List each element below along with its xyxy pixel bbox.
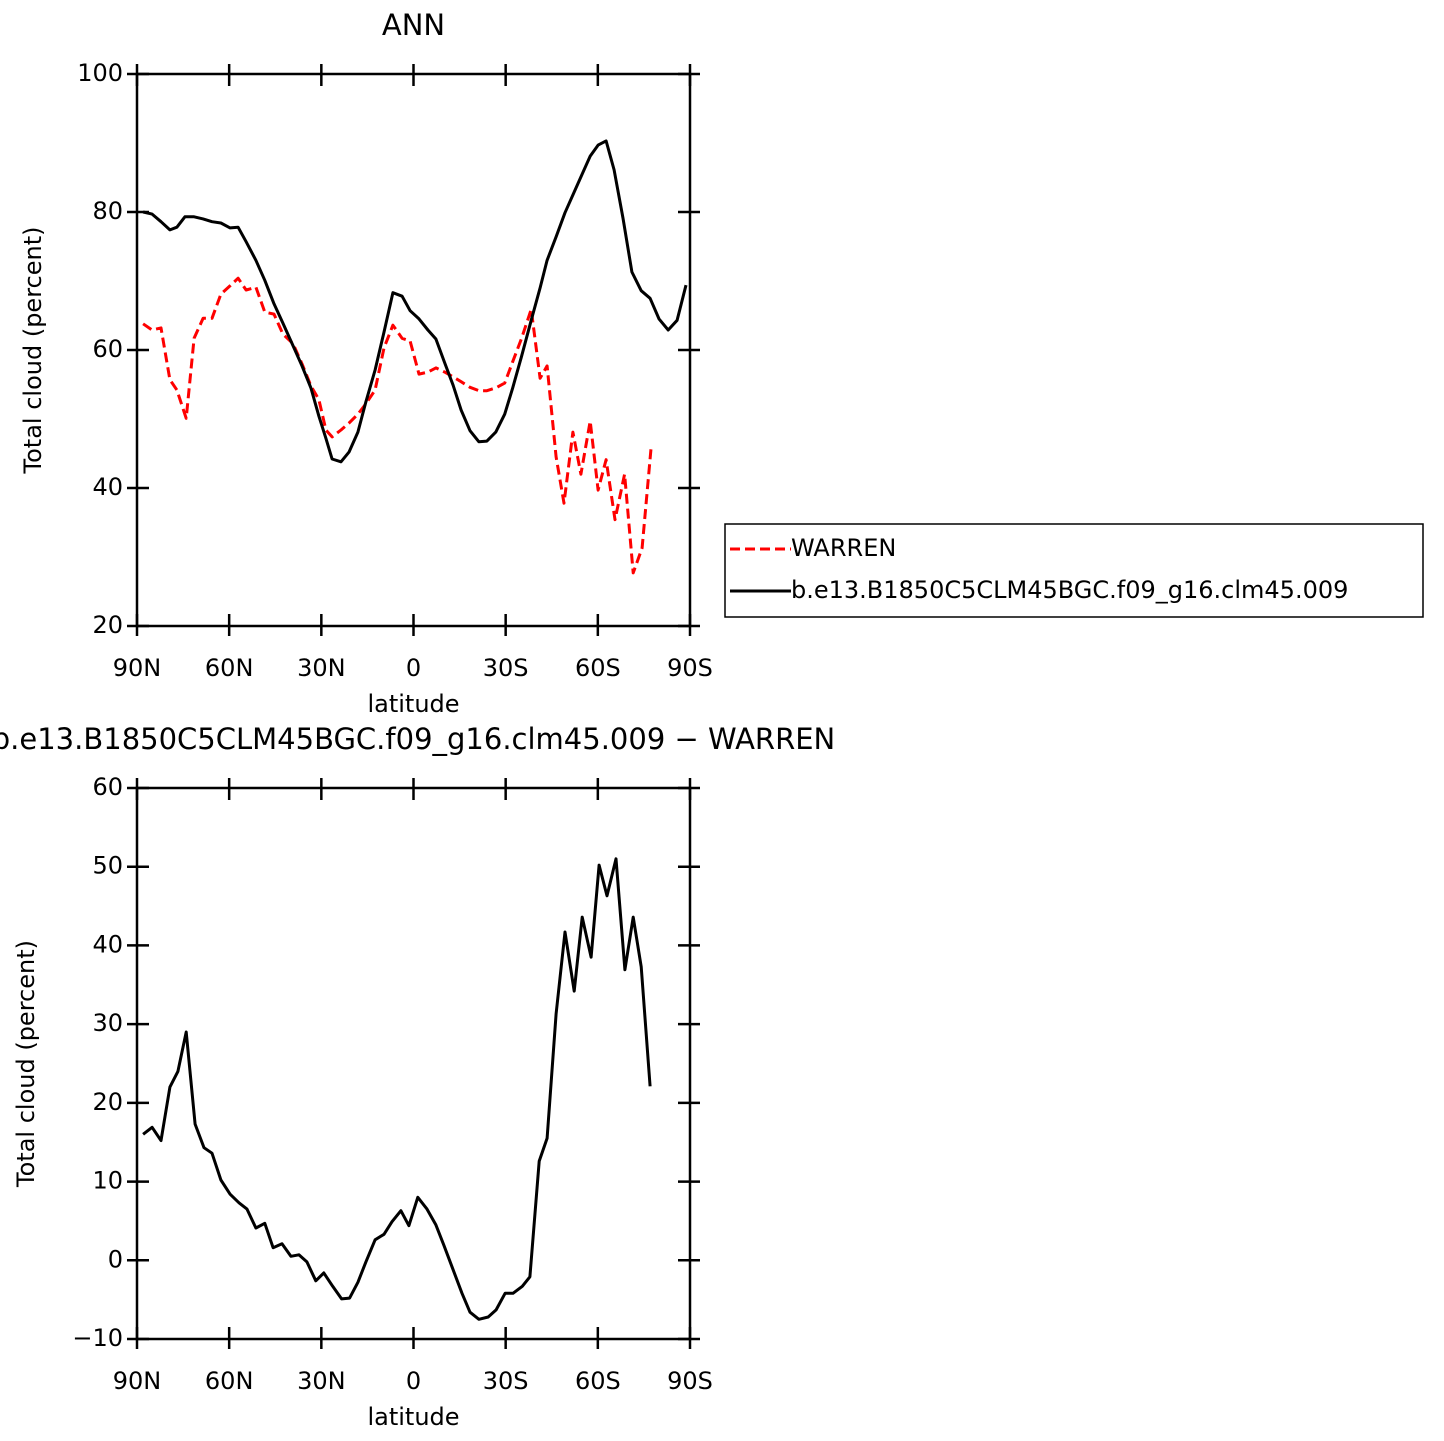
legend-box <box>724 523 1424 618</box>
x-tick-label: 60N <box>205 654 254 682</box>
chart-title: ANN <box>382 8 445 42</box>
y-axis-label: Total cloud (percent) <box>12 940 40 1188</box>
plot-frame <box>135 786 692 1341</box>
x-tick-label: 30N <box>297 654 346 682</box>
x-tick-label: 0 <box>406 654 421 682</box>
x-tick-label: 90S <box>667 1367 713 1395</box>
data-line <box>142 857 652 1321</box>
x-axis-label: latitude <box>367 1403 459 1431</box>
x-tick-label: 60N <box>205 1367 254 1395</box>
y-tick-label: 40 <box>92 473 123 501</box>
y-tick-label: 20 <box>92 611 123 639</box>
x-tick-label: 0 <box>406 1367 421 1395</box>
y-axis-label: Total cloud (percent) <box>19 227 47 475</box>
y-tick-label: 20 <box>92 1088 123 1116</box>
legend-label: WARREN <box>791 534 896 562</box>
x-tick-label: 30N <box>297 1367 346 1395</box>
data-line <box>142 139 688 464</box>
plot-frame <box>135 72 692 628</box>
y-tick-label: 60 <box>92 335 123 363</box>
y-tick-label: 30 <box>92 1009 123 1037</box>
y-tick-label: 10 <box>92 1167 123 1195</box>
x-tick-label: 90N <box>113 1367 162 1395</box>
legend-label: b.e13.B1850C5CLM45BGC.f09_g16.clm45.009 <box>791 576 1348 604</box>
x-tick-label: 60S <box>575 654 621 682</box>
x-tick-label: 30S <box>483 654 529 682</box>
data-line <box>142 276 653 575</box>
x-tick-label: 90N <box>113 654 162 682</box>
y-tick-label: 40 <box>92 930 123 958</box>
y-tick-label: 80 <box>92 197 123 225</box>
y-tick-label: 100 <box>77 59 123 87</box>
x-tick-label: 60S <box>575 1367 621 1395</box>
x-axis-label: latitude <box>367 690 459 718</box>
y-tick-label: 50 <box>92 852 123 880</box>
x-tick-label: 90S <box>667 654 713 682</box>
y-tick-label: −10 <box>72 1324 123 1352</box>
y-tick-label: 0 <box>108 1245 123 1273</box>
x-tick-label: 30S <box>483 1367 529 1395</box>
y-tick-label: 60 <box>92 773 123 801</box>
chart-title: b.e13.B1850C5CLM45BGC.f09_g16.clm45.009 … <box>0 722 835 756</box>
